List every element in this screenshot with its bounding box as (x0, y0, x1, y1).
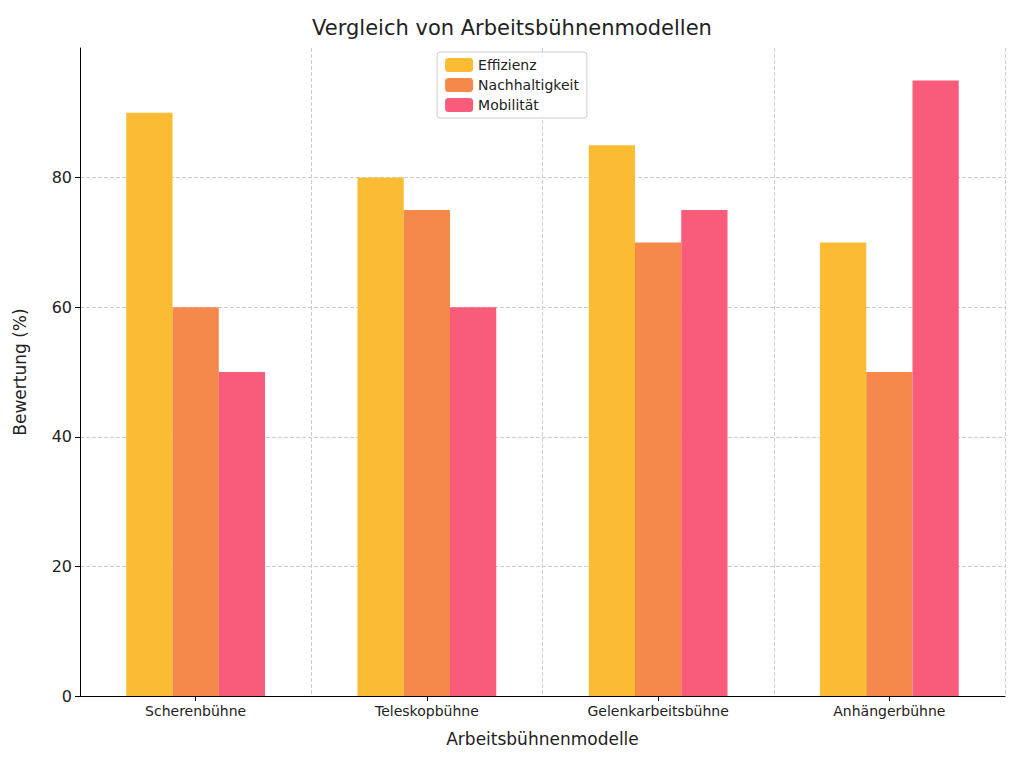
svg-text:20: 20 (52, 557, 72, 576)
svg-text:60: 60 (52, 298, 72, 317)
svg-text:Arbeitsbühnenmodelle: Arbeitsbühnenmodelle (446, 729, 639, 749)
svg-text:Effizienz: Effizienz (478, 57, 536, 73)
svg-text:Bewertung (%): Bewertung (%) (10, 308, 30, 435)
svg-text:80: 80 (52, 168, 72, 187)
svg-text:Vergleich von Arbeitsbühnenmod: Vergleich von Arbeitsbühnenmodellen (312, 16, 712, 40)
svg-text:0: 0 (62, 687, 72, 706)
svg-text:Teleskopbühne: Teleskopbühne (374, 703, 479, 719)
svg-text:Nachhaltigkeit: Nachhaltigkeit (478, 77, 579, 93)
svg-text:40: 40 (52, 427, 72, 446)
svg-text:Scherenbühne: Scherenbühne (145, 703, 246, 719)
svg-text:Mobilität: Mobilität (478, 97, 539, 113)
svg-text:Anhängerbühne: Anhängerbühne (833, 703, 945, 719)
svg-text:Gelenkarbeitsbühne: Gelenkarbeitsbühne (587, 703, 728, 719)
